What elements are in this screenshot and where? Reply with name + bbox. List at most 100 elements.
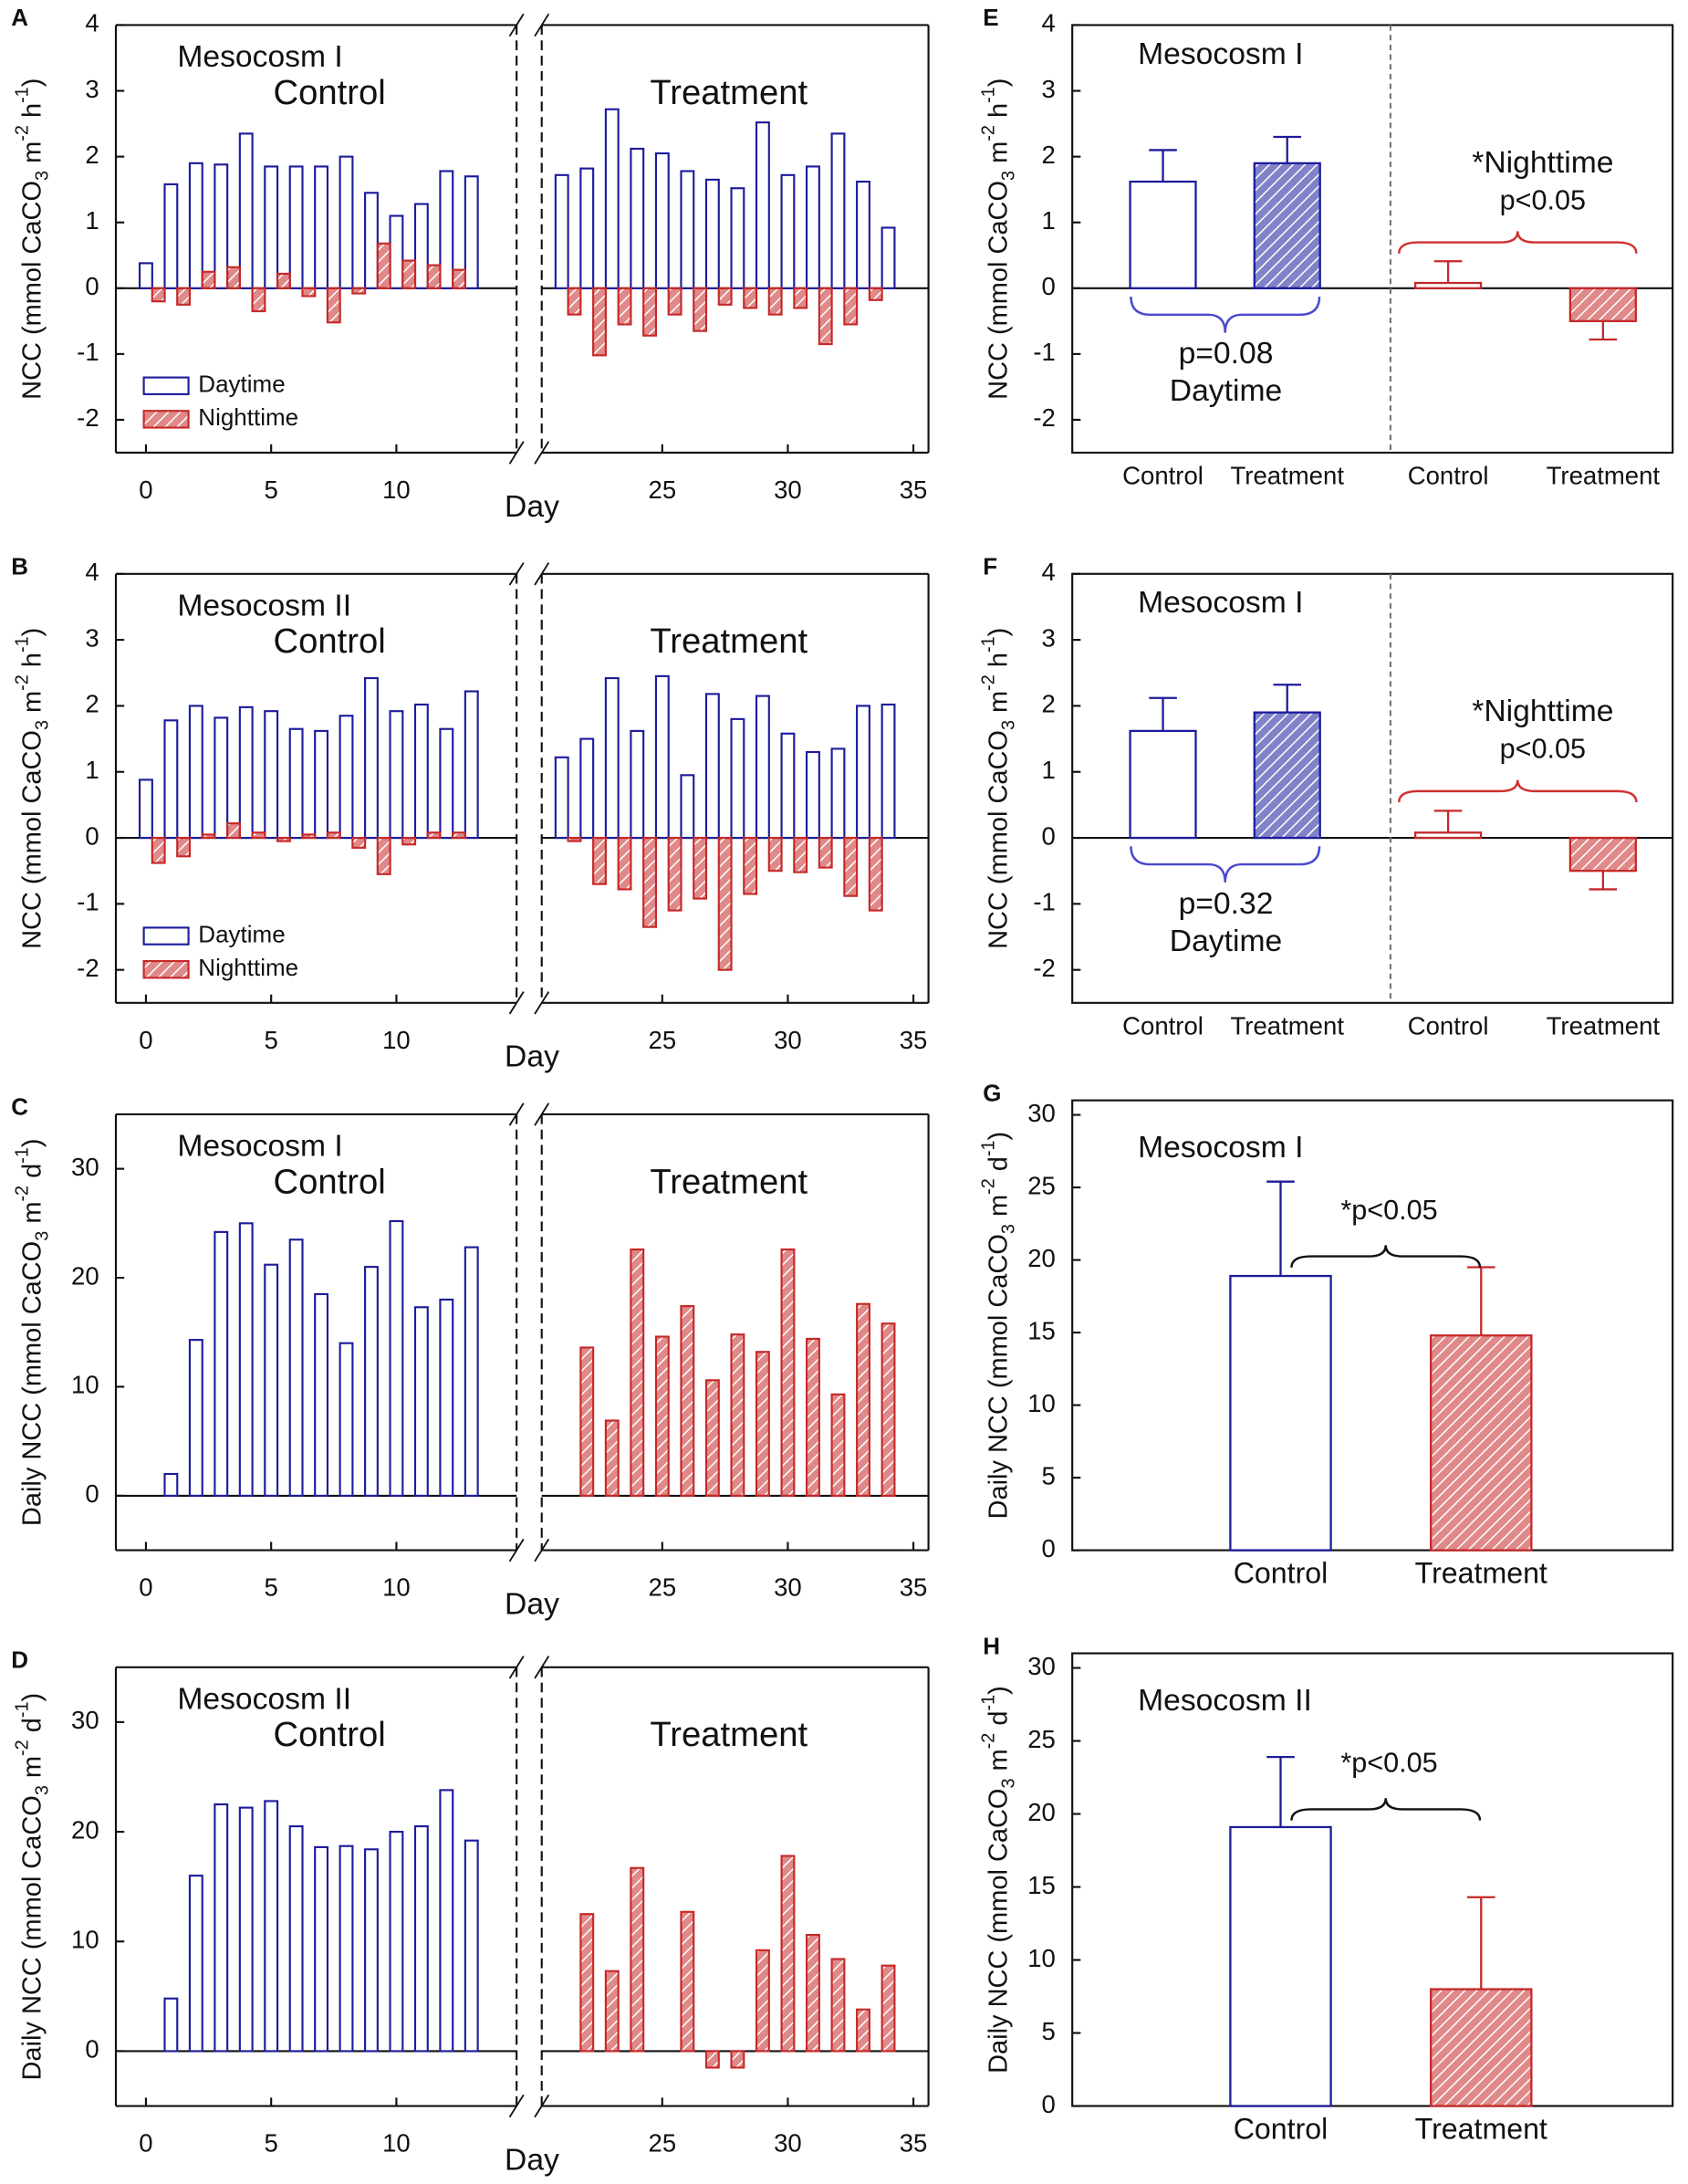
y-axis-label-part: 3 bbox=[999, 720, 1019, 730]
y-axis-label-part: 3 bbox=[33, 1785, 53, 1795]
bar bbox=[1253, 711, 1321, 840]
y-axis-label-part: Daily NCC (mmol CaCO bbox=[17, 1795, 47, 2080]
bar bbox=[339, 155, 354, 289]
bar bbox=[704, 693, 720, 840]
bar bbox=[704, 1379, 720, 1497]
bar bbox=[780, 732, 796, 840]
bar bbox=[339, 715, 354, 840]
annotation: p=0.32 bbox=[1179, 887, 1274, 921]
bar bbox=[264, 1800, 279, 2053]
y-tick-label: 20 bbox=[71, 1815, 99, 1844]
bar bbox=[326, 287, 341, 324]
y-axis-label-part: Daily NCC (mmol CaCO bbox=[984, 1234, 1013, 1519]
bar bbox=[151, 287, 166, 303]
bar bbox=[413, 203, 429, 289]
bar bbox=[301, 287, 317, 298]
legend-swatch bbox=[142, 376, 190, 395]
y-axis-label-part: ) bbox=[984, 78, 1013, 88]
bar bbox=[238, 132, 254, 289]
bar bbox=[554, 173, 569, 289]
y-axis-label-part: -1 bbox=[13, 87, 33, 103]
bar bbox=[314, 729, 329, 840]
x-tick-label: 25 bbox=[649, 475, 677, 504]
bar bbox=[642, 836, 658, 928]
bar bbox=[856, 2008, 870, 2053]
y-axis-label-part: h bbox=[984, 653, 1013, 674]
bar bbox=[1129, 729, 1197, 840]
y-tick-label: 10 bbox=[71, 1371, 99, 1399]
y-tick-label: 0 bbox=[85, 272, 99, 300]
y-axis-label-part: h bbox=[17, 653, 47, 674]
y-axis-label-part: h bbox=[984, 103, 1013, 125]
frame bbox=[1071, 1099, 1674, 1552]
annotation: p=0.08 bbox=[1179, 337, 1274, 371]
bar bbox=[780, 1855, 796, 2053]
bar bbox=[364, 676, 379, 840]
bar bbox=[1413, 281, 1483, 289]
bar bbox=[604, 108, 620, 289]
x-tick-label: 25 bbox=[649, 1026, 677, 1054]
break-slash bbox=[534, 1102, 550, 1126]
y-axis-label-part: ) bbox=[17, 628, 47, 637]
y-tick-label: -2 bbox=[77, 403, 99, 432]
bar bbox=[680, 170, 695, 289]
bar bbox=[554, 756, 569, 840]
break-slash bbox=[508, 562, 525, 586]
x-axis-label: Day bbox=[505, 1040, 559, 1074]
y-tick-label: 5 bbox=[1042, 2017, 1056, 2045]
y-tick-label: 0 bbox=[85, 821, 99, 850]
bar bbox=[630, 729, 645, 840]
panel-label: C bbox=[11, 1093, 28, 1121]
bar bbox=[680, 774, 695, 840]
y-axis-label-part: 3 bbox=[999, 1224, 1019, 1234]
y-axis-label-part: ) bbox=[17, 1138, 47, 1147]
bar bbox=[592, 287, 607, 357]
bar bbox=[1229, 1825, 1332, 2107]
bar bbox=[439, 1298, 454, 1497]
bar bbox=[389, 1219, 404, 1497]
break-slash bbox=[534, 562, 550, 586]
panel-label: E bbox=[983, 4, 998, 31]
legend-swatch bbox=[142, 959, 190, 979]
brace bbox=[1290, 1245, 1482, 1268]
bar bbox=[188, 1339, 203, 1497]
brace bbox=[1398, 231, 1638, 254]
x-tick-label: 5 bbox=[265, 1026, 278, 1054]
bar bbox=[743, 287, 758, 309]
bar bbox=[730, 187, 745, 289]
annotation: p<0.05 bbox=[1500, 184, 1586, 215]
bar bbox=[264, 1263, 279, 1497]
bar bbox=[755, 1949, 770, 2053]
y-axis-label-part: m bbox=[984, 691, 1013, 720]
y-axis-label-part: ) bbox=[984, 1132, 1013, 1141]
bar bbox=[464, 690, 479, 840]
break-slash bbox=[508, 2094, 525, 2118]
bar bbox=[452, 268, 466, 289]
x-tick-label: Treatment bbox=[1231, 1012, 1345, 1040]
error-bar bbox=[1433, 260, 1463, 284]
bar bbox=[567, 836, 582, 842]
y-tick-label: 10 bbox=[1027, 1944, 1056, 1972]
legend-label: Nighttime bbox=[198, 954, 298, 981]
y-tick-label: 1 bbox=[85, 206, 99, 235]
bar bbox=[251, 287, 266, 313]
annotation: Daytime bbox=[1170, 925, 1282, 958]
bar bbox=[264, 710, 279, 840]
y-tick-label: 10 bbox=[71, 1926, 99, 1954]
x-tick-label: 25 bbox=[649, 2129, 677, 2158]
y-axis-label-part: Daily NCC (mmol CaCO bbox=[984, 1789, 1013, 2074]
y-axis-label-part: m bbox=[17, 1202, 47, 1231]
bar bbox=[1253, 162, 1321, 289]
bar bbox=[880, 1322, 896, 1497]
x-tick-label: 0 bbox=[139, 475, 152, 504]
bar bbox=[830, 1958, 846, 2053]
bar bbox=[579, 737, 595, 840]
bar bbox=[238, 705, 254, 840]
bar bbox=[730, 1333, 745, 1497]
bar bbox=[1413, 831, 1483, 840]
x-tick-label: Treatment bbox=[1547, 1012, 1661, 1040]
y-axis-label-part: d bbox=[984, 1711, 1013, 1733]
bar bbox=[251, 831, 266, 840]
bar bbox=[856, 705, 870, 840]
x-tick-label: Control bbox=[1122, 462, 1203, 490]
